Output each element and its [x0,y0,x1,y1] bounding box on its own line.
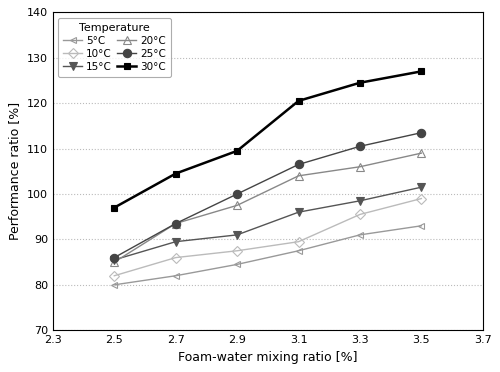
Line: 25°C: 25°C [110,128,426,262]
15°C [418,185,424,189]
25°C [296,162,302,167]
10°C [112,273,117,278]
15°C [234,232,240,237]
25°C [112,255,117,260]
Legend: 5°C, 10°C, 15°C, 20°C, 25°C, 30°C: 5°C, 10°C, 15°C, 20°C, 25°C, 30°C [58,17,172,77]
20°C [234,203,240,208]
25°C [418,131,424,135]
15°C [357,199,363,203]
5°C [234,262,240,267]
15°C [112,258,117,262]
Y-axis label: Performance ratio [%]: Performance ratio [%] [8,102,22,240]
30°C [234,149,240,153]
10°C [418,196,424,201]
Line: 20°C: 20°C [110,149,426,266]
25°C [234,192,240,196]
5°C [172,273,178,278]
20°C [172,221,178,226]
20°C [296,174,302,178]
30°C [296,99,302,103]
Line: 15°C: 15°C [110,183,426,264]
30°C [112,205,117,210]
Line: 30°C: 30°C [111,68,425,211]
20°C [418,151,424,155]
20°C [112,260,117,264]
20°C [357,164,363,169]
5°C [112,283,117,287]
5°C [296,248,302,253]
5°C [357,232,363,237]
X-axis label: Foam-water mixing ratio [%]: Foam-water mixing ratio [%] [178,351,358,364]
30°C [418,69,424,74]
10°C [172,255,178,260]
5°C [418,224,424,228]
Line: 5°C: 5°C [111,222,425,288]
10°C [357,212,363,217]
30°C [172,171,178,176]
15°C [296,210,302,214]
15°C [172,240,178,244]
10°C [296,240,302,244]
Line: 10°C: 10°C [111,195,425,279]
10°C [234,248,240,253]
30°C [357,80,363,85]
25°C [172,221,178,226]
25°C [357,144,363,148]
